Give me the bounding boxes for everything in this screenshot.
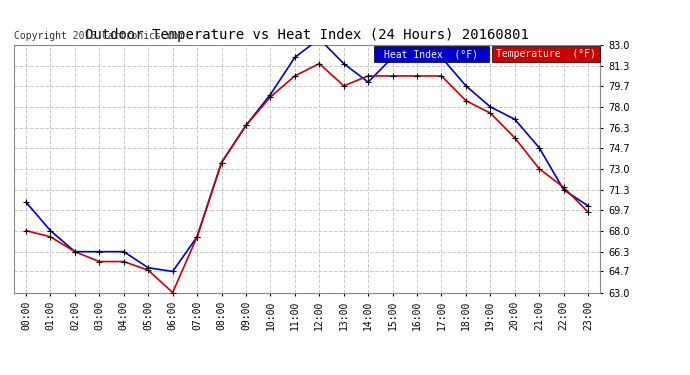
Text: Heat Index  (°F): Heat Index (°F) bbox=[384, 50, 478, 59]
Text: Temperature  (°F): Temperature (°F) bbox=[496, 50, 595, 59]
FancyBboxPatch shape bbox=[492, 46, 600, 62]
Text: Copyright 2016 Cartronics.com: Copyright 2016 Cartronics.com bbox=[14, 32, 184, 41]
Title: Outdoor Temperature vs Heat Index (24 Hours) 20160801: Outdoor Temperature vs Heat Index (24 Ho… bbox=[85, 28, 529, 42]
FancyBboxPatch shape bbox=[375, 46, 489, 62]
